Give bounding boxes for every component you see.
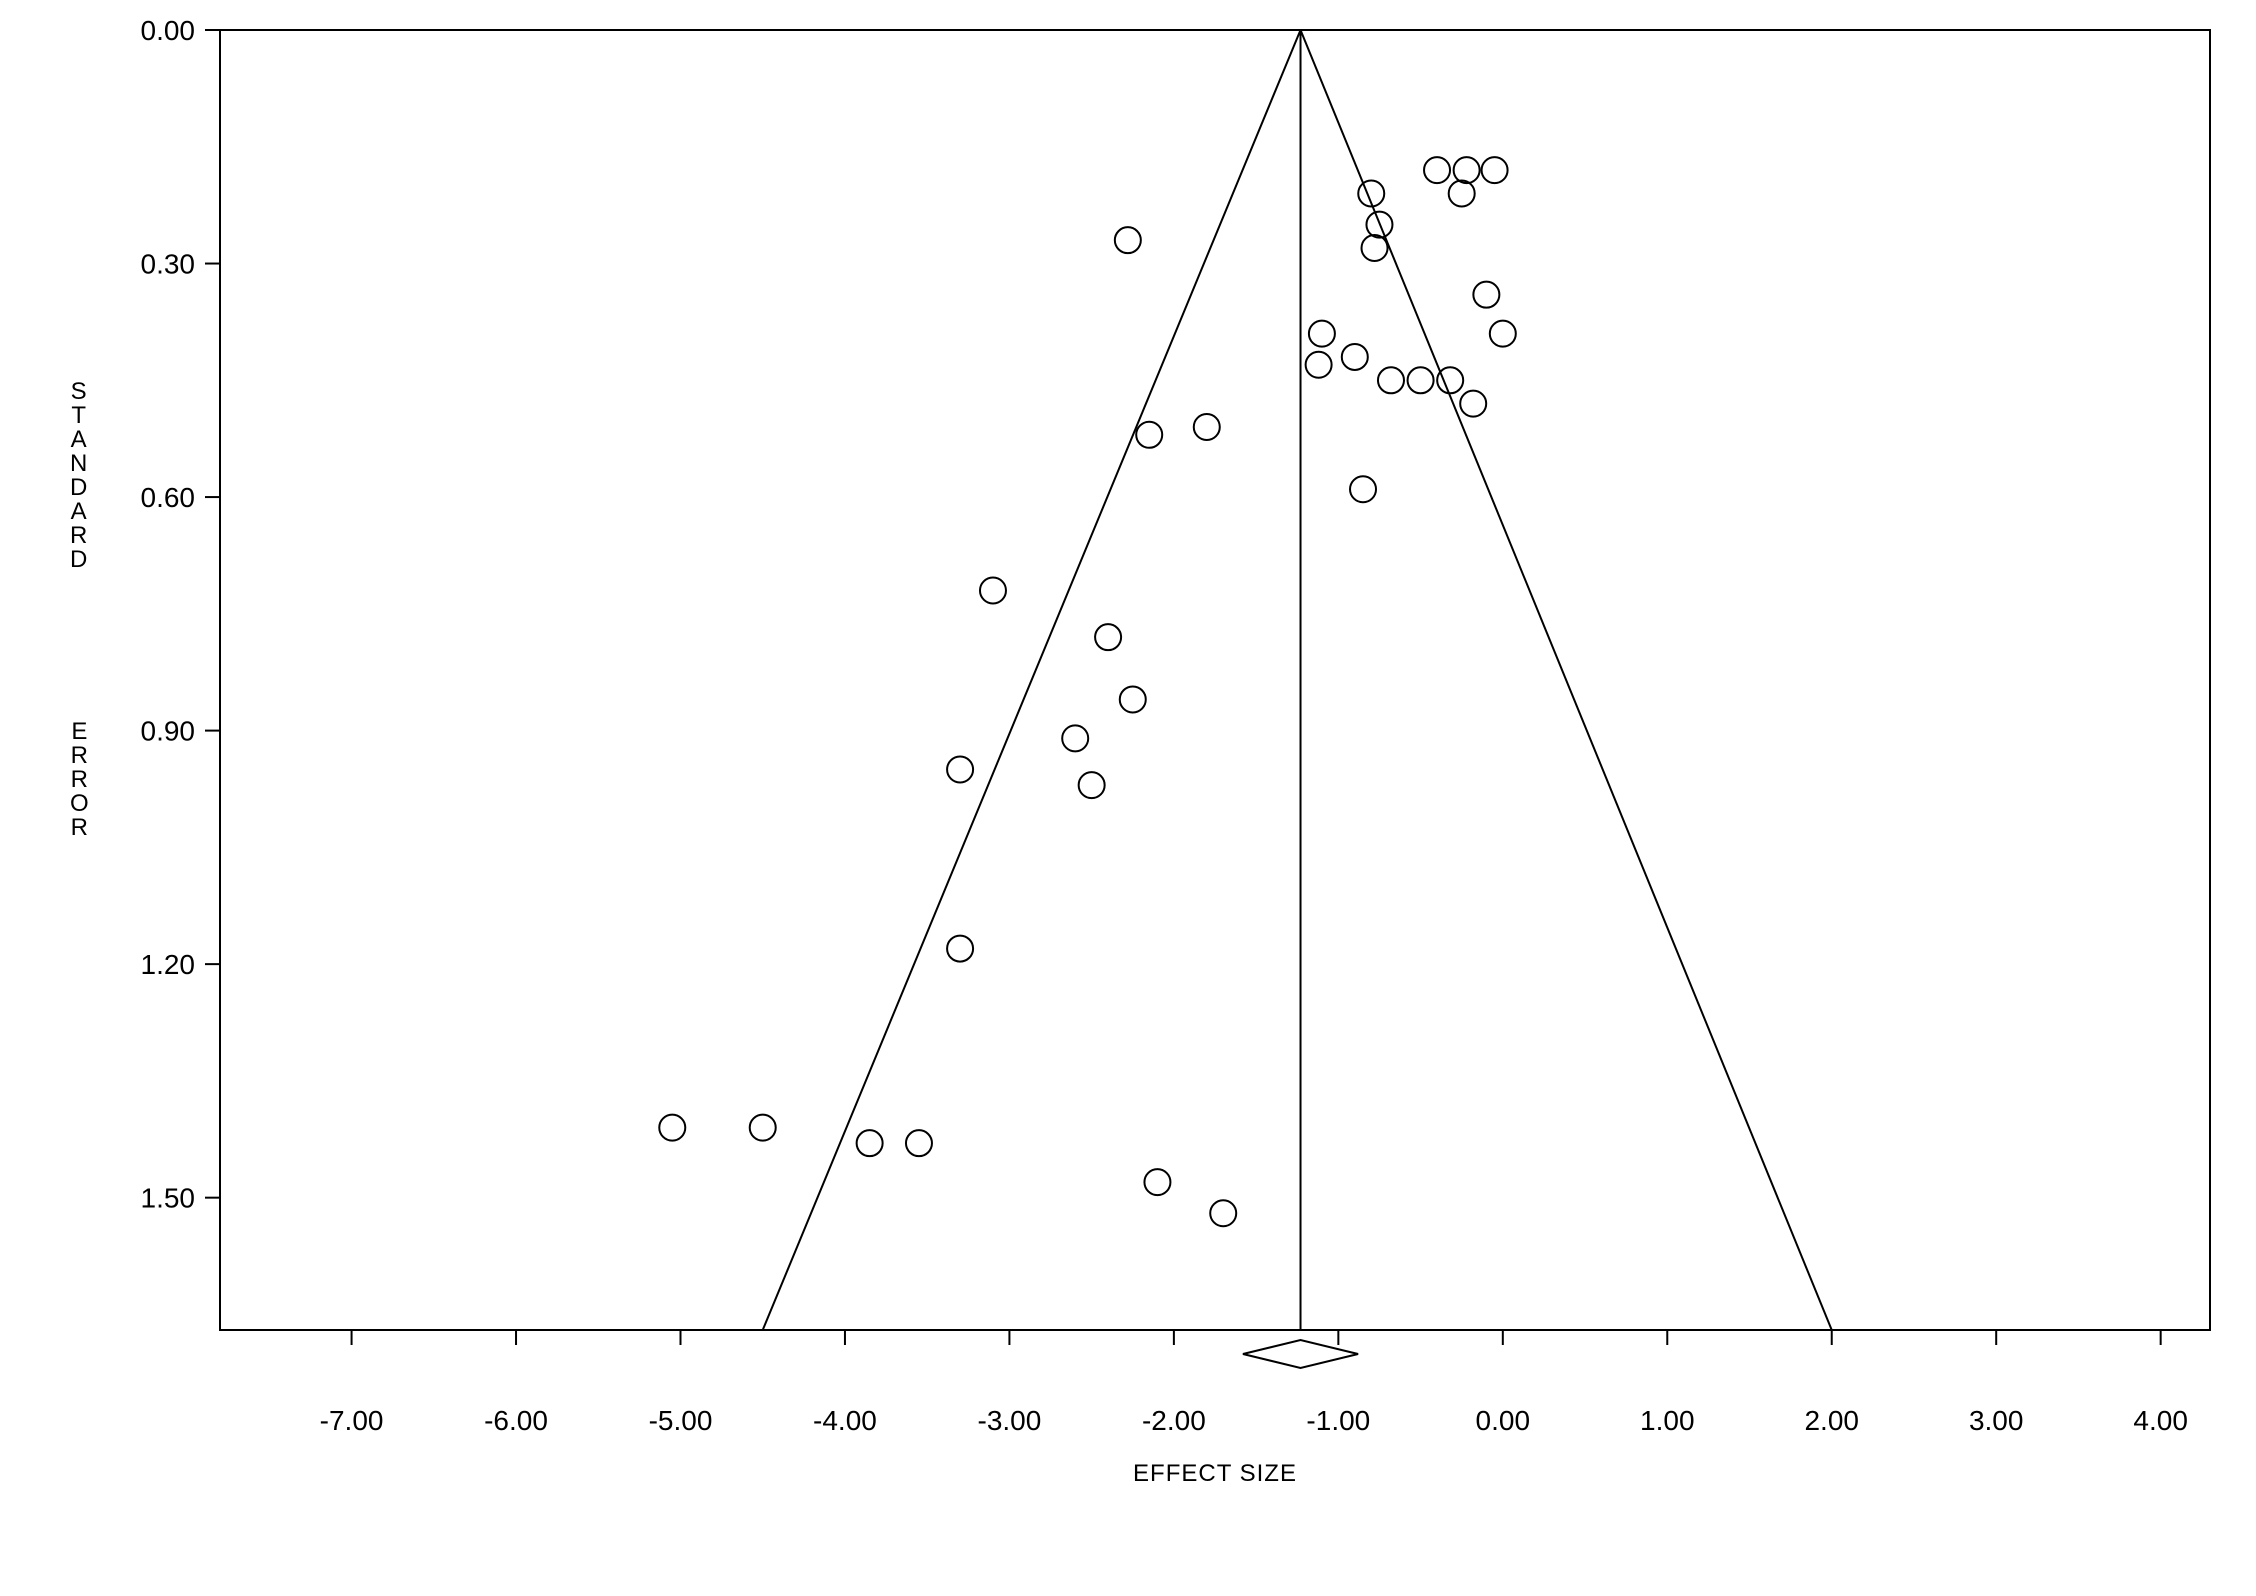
y-axis-label-top: STANDARD [70,380,87,572]
svg-text:-5.00: -5.00 [649,1405,713,1436]
svg-text:3.00: 3.00 [1969,1405,2024,1436]
svg-text:1.50: 1.50 [141,1183,196,1214]
svg-text:-3.00: -3.00 [978,1405,1042,1436]
svg-text:1.00: 1.00 [1640,1405,1695,1436]
svg-text:1.20: 1.20 [141,949,196,980]
x-axis-label: EFFECT SIZE [220,1460,2210,1488]
svg-text:0.30: 0.30 [141,249,196,280]
chart-svg: -7.00 -6.00 -5.00 -4.00 -3.00 -2.00 -1.00 0.00 1… [0,0,2256,1596]
svg-text:0.90: 0.90 [141,716,196,747]
svg-text:-7.00: -7.00 [320,1405,384,1436]
svg-text:0.00: 0.00 [141,15,196,46]
svg-text:-4.00: -4.00 [813,1405,877,1436]
svg-text:2.00: 2.00 [1804,1405,1859,1436]
y-axis-label-bottom: ERROR [70,720,89,840]
funnel-plot: -7.00 -6.00 -5.00 -4.00 -3.00 -2.00 -1.00 0.00 1… [0,0,2256,1596]
svg-text:4.00: 4.00 [2133,1405,2188,1436]
svg-text:-1.00: -1.00 [1306,1405,1370,1436]
svg-text:0.60: 0.60 [141,482,196,513]
svg-text:-2.00: -2.00 [1142,1405,1206,1436]
svg-text:-6.00: -6.00 [484,1405,548,1436]
svg-text:0.00: 0.00 [1476,1405,1531,1436]
